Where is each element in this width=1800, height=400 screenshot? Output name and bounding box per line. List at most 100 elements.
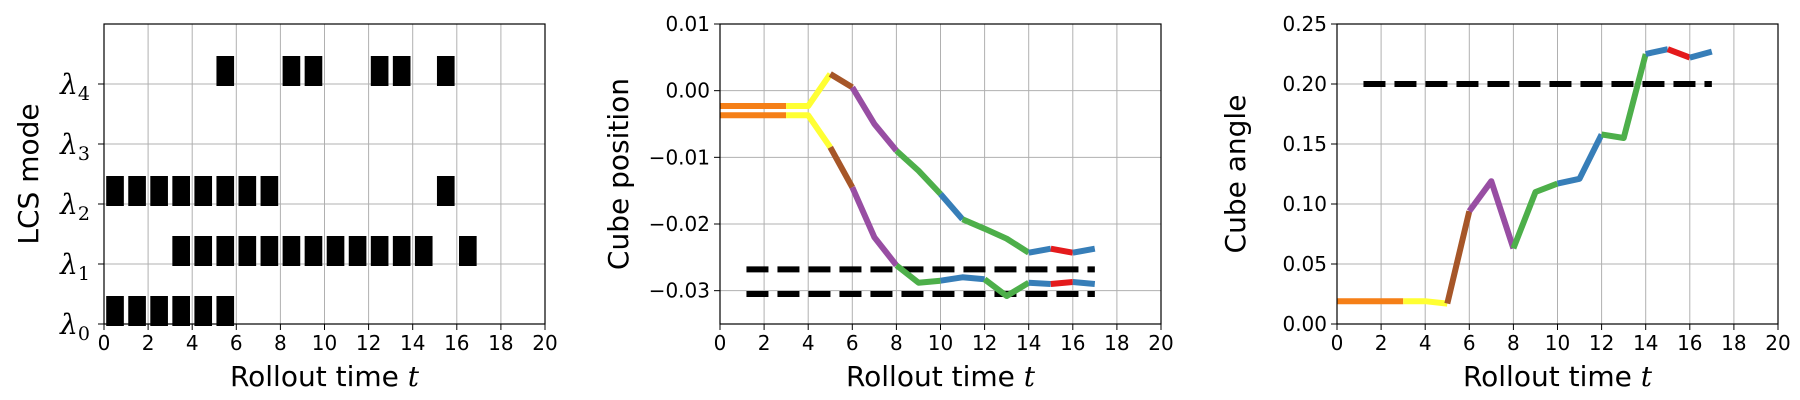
series-line <box>1645 46 1669 57</box>
y-tick-label-λ1: λ1 <box>59 248 90 285</box>
series-line <box>1072 279 1096 287</box>
series-line <box>1601 53 1649 141</box>
mode-block-λ2 <box>106 176 124 206</box>
y-tick-label: 0.10 <box>1282 192 1327 216</box>
y-tick-label: −0.03 <box>649 279 710 303</box>
series-line <box>1050 279 1074 287</box>
mode-block-λ1 <box>216 236 235 266</box>
x-tick-label: 2 <box>758 331 771 355</box>
x-axis-label: Rollout time t <box>230 360 420 393</box>
mode-block-λ0 <box>106 296 124 326</box>
x-tick-label: 14 <box>1016 331 1041 355</box>
chart-cube-position: 0 2 4 6 8 10 12 14 16 18 20 Rollout time t 0.01 0.00 −… <box>602 12 1174 393</box>
series-line <box>1466 178 1517 250</box>
series-line <box>786 112 833 150</box>
x-axis-label: Rollout time t <box>846 360 1036 393</box>
x-tick-label: 2 <box>142 331 155 355</box>
mode-block-λ1 <box>326 236 345 266</box>
x-tick-label: 12 <box>1589 331 1614 355</box>
series-line <box>894 262 941 286</box>
series-line <box>1689 48 1713 61</box>
x-tick-label: 18 <box>488 331 513 355</box>
mode-block-λ2 <box>128 176 146 206</box>
y-tick-label-λ3: λ3 <box>59 128 90 165</box>
x-tick-label: 14 <box>1633 331 1658 355</box>
y-tick-label: 0.05 <box>1282 252 1327 276</box>
mode-block-λ1 <box>194 236 213 266</box>
mode-block-λ4 <box>282 56 301 86</box>
series-line <box>961 216 1031 256</box>
mode-block-λ1 <box>238 236 257 266</box>
y-axis-label: LCS mode <box>12 103 45 244</box>
y-tick-label: 0.01 <box>665 12 710 36</box>
x-tick-label: 0 <box>714 331 727 355</box>
series-line <box>849 186 899 268</box>
x-tick-label: 20 <box>1765 331 1790 355</box>
x-tick-label: 2 <box>1375 331 1388 355</box>
y-tick-label-λ0: λ0 <box>59 308 90 345</box>
mode-block-λ1 <box>392 236 411 266</box>
chart-cube-angle: 0 2 4 6 8 10 12 14 16 18 20 Rollout time t 0.25 0.20 0… <box>1219 12 1791 393</box>
mode-block-λ2 <box>172 176 190 206</box>
chart-lcs-mode: 0 2 4 6 8 10 12 14 16 18 20 Rollout time t λ4 λ3 λ2 λ1 λ… <box>12 23 558 393</box>
mode-block-λ4 <box>304 56 323 86</box>
y-tick-label: 0.20 <box>1282 72 1327 96</box>
x-tick-label: 18 <box>1721 331 1746 355</box>
x-tick-label: 8 <box>274 331 287 355</box>
x-tick-label: 6 <box>230 331 243 355</box>
plot-frame <box>719 23 1162 325</box>
x-tick-label: 4 <box>186 331 199 355</box>
y-tick-label-λ2: λ2 <box>59 188 90 225</box>
mode-block-λ0 <box>216 296 235 326</box>
x-tick-label: 12 <box>356 331 381 355</box>
x-tick-label: 0 <box>1331 331 1344 355</box>
y-axis-label: Cube angle <box>1219 95 1252 254</box>
series-line <box>827 145 855 189</box>
x-tick-label: 12 <box>972 331 997 355</box>
mode-block-λ1 <box>282 236 301 266</box>
mode-block-λ2 <box>150 176 168 206</box>
x-tick-label: 16 <box>1060 331 1085 355</box>
plot-frame <box>1336 23 1779 325</box>
x-tick-label: 16 <box>1677 331 1702 355</box>
mode-block-λ1 <box>172 236 190 266</box>
x-tick-label: 8 <box>890 331 903 355</box>
series-line <box>938 192 965 222</box>
mode-block-λ1 <box>370 236 389 266</box>
mode-block-λ1 <box>348 236 367 266</box>
series-line <box>982 276 1031 299</box>
mode-block-λ2 <box>238 176 257 206</box>
mode-block-λ0 <box>128 296 146 326</box>
x-tick-label: 6 <box>846 331 859 355</box>
series-line <box>1556 133 1605 187</box>
mode-block-λ1 <box>304 236 323 266</box>
series-line <box>1403 298 1448 307</box>
x-tick-label: 16 <box>444 331 469 355</box>
x-tick-label: 18 <box>1104 331 1129 355</box>
series-line <box>894 148 943 197</box>
y-tick-label: 0.00 <box>665 79 710 103</box>
mode-block-λ0 <box>172 296 190 326</box>
x-tick-label: 14 <box>400 331 425 355</box>
x-tick-label: 4 <box>1419 331 1432 355</box>
x-tick-label: 8 <box>1507 331 1520 355</box>
y-tick-label-λ4: λ4 <box>59 68 90 105</box>
x-tick-label: 4 <box>802 331 815 355</box>
series-line <box>1028 279 1051 287</box>
series-line <box>1666 46 1691 61</box>
x-tick-label: 20 <box>532 331 557 355</box>
series-line <box>1444 210 1473 305</box>
series-line <box>786 72 833 109</box>
mode-block-λ2 <box>260 176 279 206</box>
y-tick-label: 0.25 <box>1282 12 1327 36</box>
x-tick-label: 10 <box>928 331 953 355</box>
mode-block-λ4 <box>392 56 411 86</box>
mode-block-λ4 <box>216 56 235 86</box>
mode-block-λ0 <box>194 296 213 326</box>
x-tick-label: 6 <box>1463 331 1476 355</box>
plot-frame <box>103 23 546 325</box>
mode-block-λ0 <box>150 296 168 326</box>
mode-block-λ1 <box>459 236 477 266</box>
x-axis-label: Rollout time t <box>1463 360 1653 393</box>
